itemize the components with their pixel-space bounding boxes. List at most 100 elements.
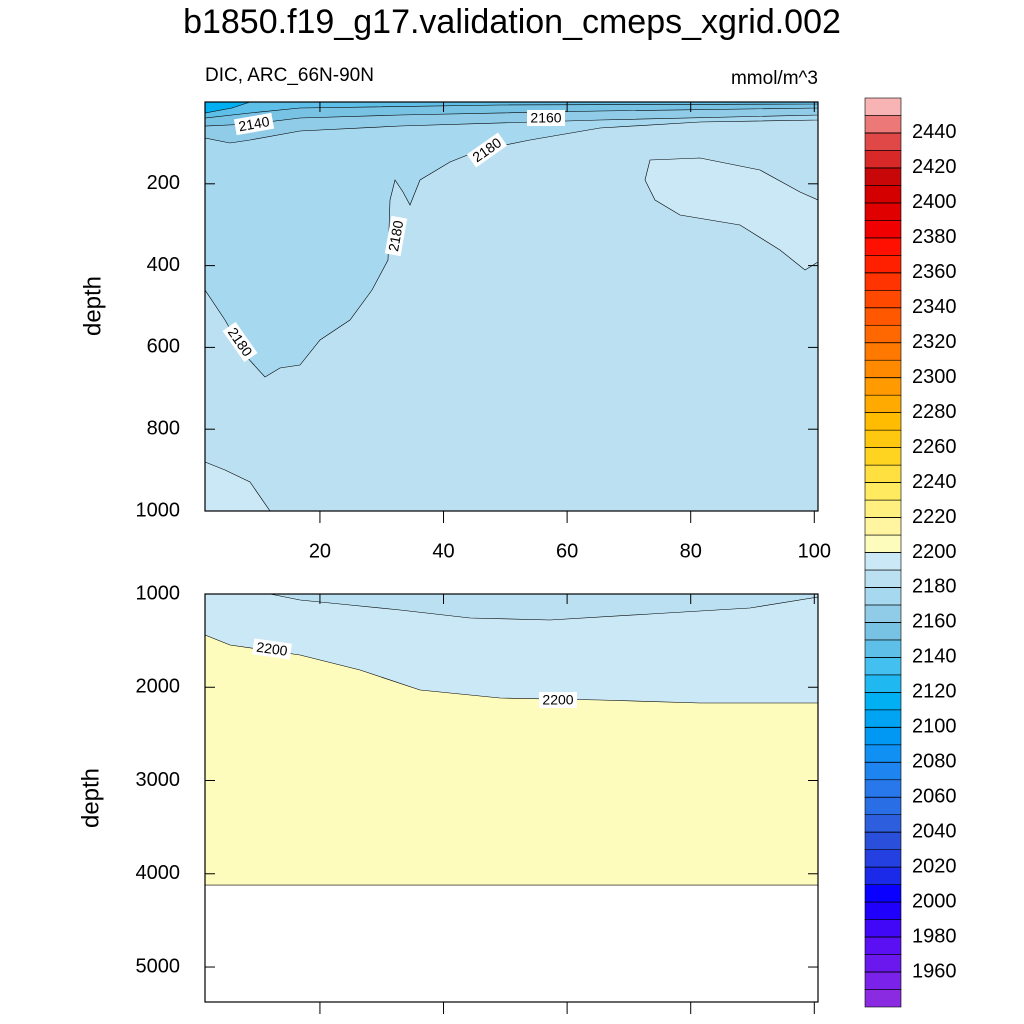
colorbar-box bbox=[864, 289, 902, 309]
y-tick-label: 1000 bbox=[136, 582, 181, 604]
y-tick-label: 1000 bbox=[136, 499, 181, 521]
colorbar-label: 2120 bbox=[912, 681, 957, 703]
colorbar-label: 2000 bbox=[912, 890, 957, 912]
colorbar-box bbox=[864, 587, 902, 606]
colorbar-box bbox=[864, 657, 902, 676]
colorbar-label: 1960 bbox=[912, 960, 957, 982]
colorbar-box bbox=[864, 342, 902, 361]
colorbar-label: 2060 bbox=[912, 786, 957, 808]
contour-label-text: 2180 bbox=[385, 219, 406, 253]
contour-label: 2160 bbox=[527, 110, 565, 126]
chart-title: b1850.f19_g17.validation_cmeps_xgrid.002 bbox=[183, 3, 841, 41]
y-tick-label: 200 bbox=[147, 172, 180, 194]
colorbar-box bbox=[864, 936, 902, 955]
colorbar-label: 2200 bbox=[912, 541, 957, 563]
colorbar-label: 2180 bbox=[912, 576, 957, 598]
contour-label: 2200 bbox=[539, 692, 577, 708]
colorbar-label: 2080 bbox=[912, 751, 957, 773]
contour-label-bg bbox=[233, 112, 275, 136]
subtitle-right: mmol/m^3 bbox=[731, 68, 818, 89]
contour-label-bg bbox=[527, 110, 565, 126]
contour-label-text: 2200 bbox=[256, 639, 289, 659]
y-tick-label: 400 bbox=[147, 254, 180, 276]
colorbar-box bbox=[864, 272, 902, 291]
colorbar-label: 2240 bbox=[912, 471, 957, 493]
y-tick-label: 3000 bbox=[136, 769, 181, 791]
colorbar-box bbox=[864, 115, 902, 134]
colorbar-box bbox=[864, 324, 902, 344]
colorbar-label: 2160 bbox=[912, 611, 957, 633]
colorbar-box bbox=[864, 220, 902, 239]
colorbar-box bbox=[864, 866, 902, 885]
colorbar-box bbox=[864, 185, 902, 204]
colorbar-label: 2360 bbox=[912, 261, 957, 283]
x-tick-label: 40 bbox=[432, 540, 454, 562]
colorbar-box bbox=[864, 884, 902, 903]
colorbar-box bbox=[864, 150, 902, 169]
plot-frame bbox=[204, 101, 819, 512]
colorbar-box bbox=[864, 447, 902, 466]
x-tick-label: 60 bbox=[556, 540, 578, 562]
colorbar-box bbox=[864, 499, 902, 518]
x-tick-label: 20 bbox=[309, 540, 331, 562]
x-tick-label: 80 bbox=[680, 540, 702, 562]
y-tick-label: 800 bbox=[147, 417, 180, 439]
contour-label: 2200 bbox=[252, 638, 292, 660]
y-axis-title: depth bbox=[77, 768, 104, 828]
contour-label-text: 2200 bbox=[542, 692, 573, 708]
colorbar-box bbox=[864, 464, 902, 483]
contour-label: 2180 bbox=[384, 215, 408, 257]
colorbar-box bbox=[864, 359, 902, 378]
subtitle-left: DIC, ARC_66N-90N bbox=[205, 65, 374, 86]
contour-label-bg bbox=[222, 321, 258, 363]
contour-fill bbox=[204, 101, 819, 378]
colorbar-box bbox=[864, 761, 902, 781]
colorbar-box bbox=[864, 552, 902, 571]
colorbar-label: 1980 bbox=[912, 925, 957, 947]
colorbar-label: 2220 bbox=[912, 506, 957, 528]
colorbar-box bbox=[864, 727, 902, 746]
y-tick-label: 600 bbox=[147, 336, 180, 358]
colorbar-label: 2440 bbox=[912, 121, 957, 143]
colorbar-box bbox=[864, 814, 902, 833]
colorbar-box bbox=[864, 744, 902, 763]
colorbar-label: 2140 bbox=[912, 646, 957, 668]
plot-frame bbox=[204, 593, 819, 1003]
colorbar-box bbox=[864, 901, 902, 920]
contour-label-bg bbox=[466, 132, 508, 168]
colorbar-box bbox=[864, 989, 902, 1008]
colorbar-box bbox=[864, 971, 902, 990]
y-tick-label: 2000 bbox=[136, 676, 181, 698]
colorbar-box bbox=[864, 569, 902, 588]
colorbar-label: 2040 bbox=[912, 820, 957, 842]
colorbar-box bbox=[864, 534, 902, 553]
panel: 1000 2000 3000 4000 5000 2200 2200 bbox=[136, 582, 819, 1014]
colorbar-box bbox=[864, 255, 902, 274]
colorbar-box bbox=[864, 779, 902, 798]
y-tick-label: 4000 bbox=[136, 862, 181, 884]
colorbar-box bbox=[864, 639, 902, 658]
colorbar-box bbox=[864, 709, 902, 728]
y-axis-title: depth bbox=[79, 276, 106, 336]
contour-label-bg bbox=[252, 638, 292, 660]
colorbar-box bbox=[864, 132, 902, 151]
colorbar-box bbox=[864, 237, 902, 256]
colorbar-box bbox=[864, 482, 902, 501]
colorbar-box bbox=[864, 429, 902, 448]
colorbar-box bbox=[864, 307, 902, 326]
colorbar-box bbox=[864, 97, 902, 116]
colorbar-box bbox=[864, 674, 902, 693]
colorbar-box bbox=[864, 849, 902, 868]
colorbar-box bbox=[864, 167, 902, 186]
colorbar-box bbox=[864, 377, 902, 396]
colorbar-box bbox=[864, 412, 902, 431]
colorbar-label: 2400 bbox=[912, 191, 957, 213]
colorbar-box bbox=[864, 796, 902, 816]
colorbar-box bbox=[864, 394, 902, 413]
colorbar-label: 2260 bbox=[912, 436, 957, 458]
colorbar-label: 2340 bbox=[912, 296, 957, 318]
colorbar-label: 2280 bbox=[912, 401, 957, 423]
contour-label-text: 2160 bbox=[530, 110, 561, 126]
